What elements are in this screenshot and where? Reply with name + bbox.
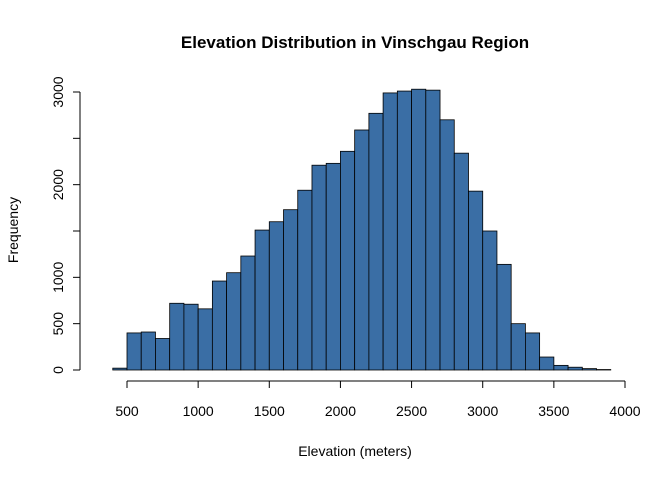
x-tick-label: 1500	[254, 403, 285, 419]
x-axis-label: Elevation (meters)	[298, 443, 412, 459]
histogram-bar	[211, 280, 227, 371]
x-tick-label: 2500	[396, 403, 427, 419]
x-tick-label: 3500	[538, 403, 569, 419]
histogram-bar	[553, 364, 569, 371]
y-tick-label: 1000	[50, 262, 66, 293]
histogram-bar	[396, 90, 412, 371]
y-tick-label: 500	[50, 312, 66, 336]
y-tick-label: 2000	[50, 169, 66, 200]
histogram-bar	[155, 338, 171, 371]
histogram-bar	[581, 368, 597, 371]
histogram-bar	[140, 331, 156, 371]
histogram-bar	[169, 302, 185, 371]
histogram-bar	[453, 152, 469, 371]
histogram-bar	[354, 129, 370, 371]
histogram-bar	[425, 89, 441, 371]
histogram-bar	[226, 272, 242, 371]
histogram-bar	[240, 255, 256, 371]
histogram-bar	[112, 367, 128, 371]
histogram-bar	[126, 332, 142, 371]
x-tick-label: 3000	[467, 403, 498, 419]
x-tick-label: 1000	[183, 403, 214, 419]
histogram-bar	[254, 229, 270, 371]
histogram-bar	[439, 119, 455, 371]
chart-title: Elevation Distribution in Vinschgau Regi…	[181, 33, 529, 52]
histogram-bar	[283, 209, 299, 371]
histogram-bar	[525, 332, 541, 371]
histogram-bar	[197, 308, 213, 371]
histogram-bar	[297, 189, 313, 371]
y-axis: 0 500 1000 2000 3000	[50, 76, 81, 374]
histogram-bar	[183, 303, 199, 371]
x-tick-label: 4000	[609, 403, 640, 419]
histogram-bar	[539, 356, 555, 371]
histogram-bar	[468, 190, 484, 371]
x-tick-label: 2000	[325, 403, 356, 419]
histogram-bar	[368, 112, 384, 371]
bars-group	[112, 88, 612, 371]
histogram-bar	[340, 150, 356, 371]
histogram-bar	[567, 366, 583, 371]
histogram-bar	[411, 88, 427, 371]
histogram-bar	[268, 221, 284, 371]
y-tick-label: 3000	[50, 76, 66, 107]
histogram-bar	[496, 263, 512, 371]
histogram-bar	[325, 162, 341, 371]
histogram-bar	[482, 230, 498, 371]
histogram-bar	[510, 323, 526, 371]
histogram-bar	[311, 164, 327, 371]
y-axis-label: Frequency	[5, 197, 21, 263]
x-axis: 500 1000 1500 2000 2500 3000 3500 4000	[115, 380, 641, 419]
x-tick-label: 500	[115, 403, 139, 419]
histogram-bar	[382, 92, 398, 371]
y-tick-label: 0	[50, 366, 66, 374]
